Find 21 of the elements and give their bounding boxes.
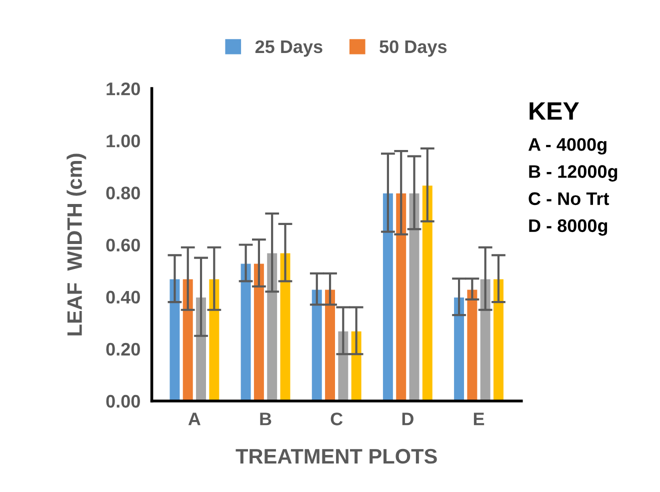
text: B - 12000g xyxy=(529,165,618,182)
x-axis-title: TREATMENT PLOTS xyxy=(236,448,437,464)
y-axis-title: LEAF WIDTH (cm) xyxy=(66,154,86,336)
x-tick-label: A xyxy=(188,412,200,426)
y-tick-label: 0.80 xyxy=(106,186,140,200)
text: KEY xyxy=(530,102,579,120)
legend-label: 50 Days xyxy=(380,40,447,57)
y-tick-label: 0.20 xyxy=(106,342,140,356)
x-tick-label: D xyxy=(402,412,414,426)
y-tick-label: 0.40 xyxy=(106,290,140,304)
y-tick-label: 0.00 xyxy=(106,394,140,408)
y-tick-label: 0.60 xyxy=(106,238,140,252)
y-tick-label: 1.20 xyxy=(106,82,140,96)
text: A - 4000g xyxy=(528,138,606,155)
x-tick-label: E xyxy=(474,412,484,426)
y-tick-label: 1.00 xyxy=(106,134,140,148)
x-tick-label: B xyxy=(260,412,272,426)
x-tick-label: C xyxy=(330,412,343,426)
text: C - No Trt xyxy=(528,192,610,206)
text: D - 8000g xyxy=(529,219,608,236)
legend-label: 25 Days xyxy=(255,40,322,57)
